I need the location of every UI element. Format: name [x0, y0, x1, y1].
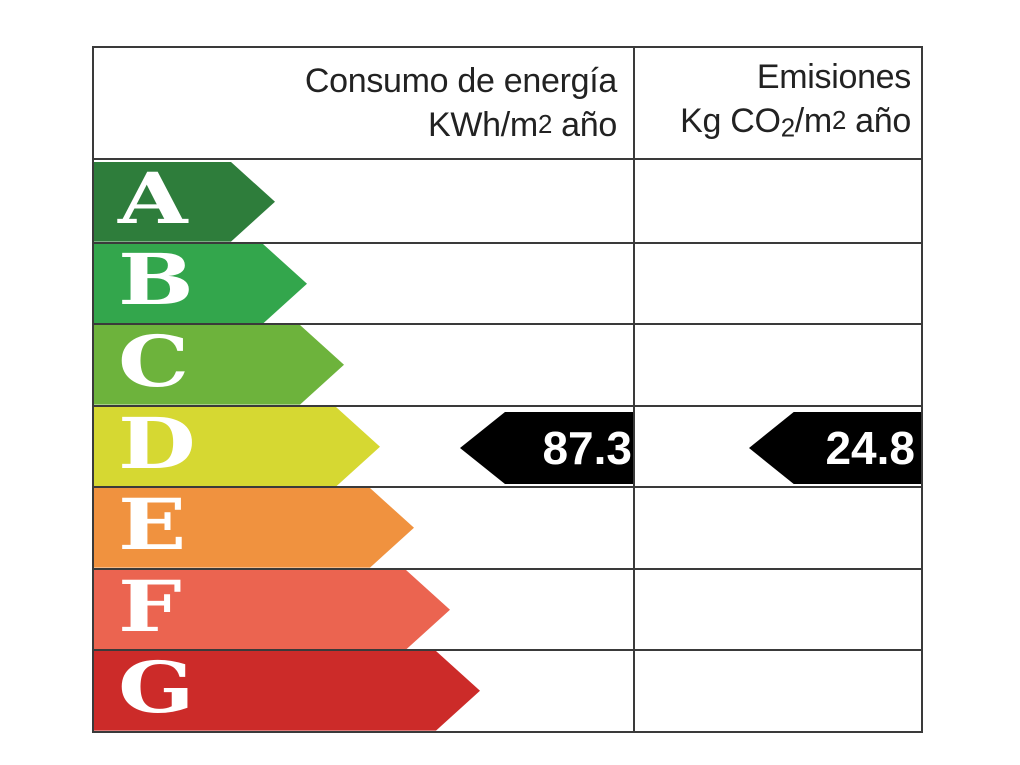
header-emisiones-title: Emisiones: [756, 58, 911, 97]
header-emisiones: Emisiones Kg CO2/m2 año: [633, 48, 921, 158]
rating-letter: E: [118, 483, 187, 567]
rating-row-b: B: [94, 238, 921, 326]
header-emisiones-unit: Kg CO2/m2 año: [680, 102, 911, 143]
rating-row-d: D: [94, 401, 921, 489]
rating-letter: G: [118, 646, 195, 730]
header-consumo-title: Consumo de energía: [304, 61, 617, 100]
rating-row-g: G: [94, 646, 921, 732]
rating-arrow-e: [94, 488, 414, 568]
rating-letter: B: [118, 238, 194, 322]
column-divider: [633, 48, 635, 731]
header-row: Consumo de energía KWh/m2 año Emisiones …: [94, 48, 921, 160]
rating-arrow-a: [94, 162, 275, 242]
rating-letter: D: [118, 401, 196, 485]
rating-row-c: C: [94, 325, 921, 407]
rating-arrow-g: [94, 651, 480, 732]
energy-certificate-label: Consumo de energía KWh/m2 año Emisiones …: [92, 46, 923, 733]
rating-row-a: A: [94, 162, 921, 244]
rating-letter: F: [118, 564, 182, 648]
rating-arrow-b: [94, 243, 307, 324]
rating-arrow-c: [94, 325, 344, 405]
emisiones-value: 24.8: [825, 422, 915, 474]
rating-row-f: F: [94, 564, 921, 652]
rating-row-e: E: [94, 488, 921, 570]
consumo-value: 87.3: [542, 422, 632, 474]
header-consumo: Consumo de energía KWh/m2 año: [94, 48, 633, 158]
rating-arrow-f: [94, 569, 450, 650]
rating-letter: A: [118, 156, 188, 240]
header-consumo-unit: KWh/m2 año: [427, 106, 617, 145]
rating-arrow-d: [94, 406, 380, 487]
rating-letter: C: [118, 320, 190, 404]
